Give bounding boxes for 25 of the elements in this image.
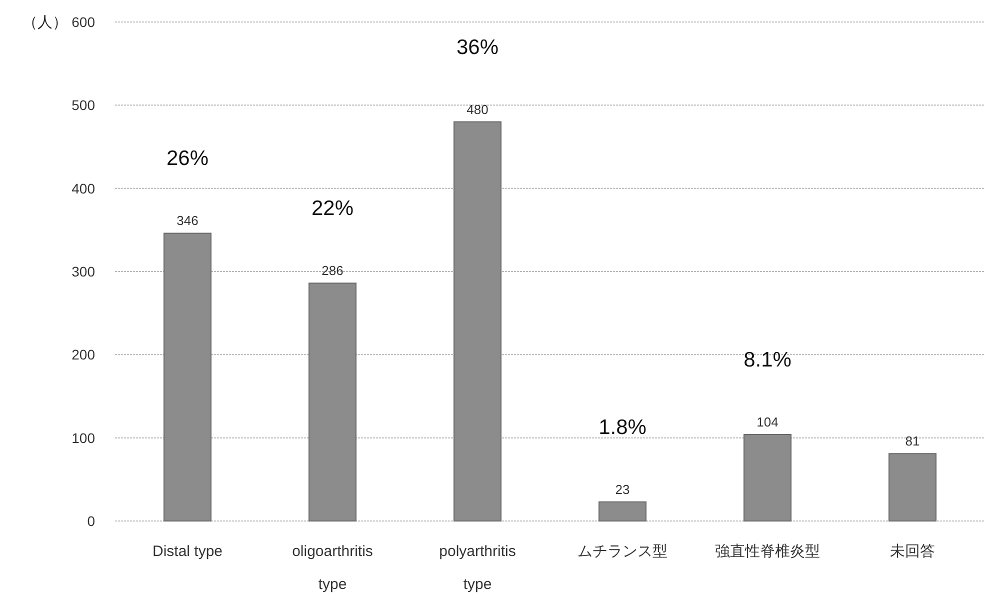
y-tick-label: 100 xyxy=(72,430,96,446)
y-tick-label: 500 xyxy=(72,97,96,114)
y-tick-label: 600 xyxy=(72,14,96,30)
data-label: 286 xyxy=(322,263,344,278)
annotation: 26% xyxy=(166,147,209,170)
y-tick-label: 0 xyxy=(87,513,96,529)
data-label: 480 xyxy=(466,102,488,117)
data-label: 104 xyxy=(756,414,778,430)
y-tick-label: 200 xyxy=(72,346,96,363)
data-label: 23 xyxy=(615,482,630,497)
annotation: 1.8% xyxy=(598,416,646,439)
x-tick-label: 強直性脊椎炎型 xyxy=(715,543,820,560)
data-label: 346 xyxy=(176,213,198,228)
annotation: 22% xyxy=(311,197,354,220)
x-tick-label: 未回答 xyxy=(890,543,935,560)
y-tick-label: 300 xyxy=(72,264,96,280)
annotation: 8.1% xyxy=(744,348,792,372)
x-tick-label: ムチランス型 xyxy=(578,543,668,560)
x-tick-label: polyarthritis type xyxy=(439,543,516,593)
y-tick-label: 400 xyxy=(72,180,96,196)
annotation: 36% xyxy=(456,36,499,59)
x-tick-label: Distal type xyxy=(152,543,223,560)
x-tick-label: oligoarthritis type xyxy=(292,543,373,593)
ylabel: （人） xyxy=(22,14,68,31)
data-label: 81 xyxy=(905,434,920,449)
